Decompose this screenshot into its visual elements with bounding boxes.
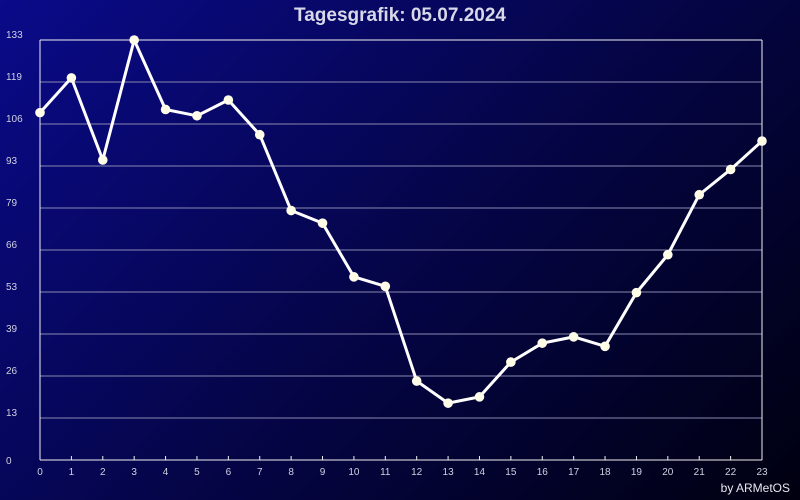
y-tick-label: 93 [6, 156, 18, 167]
data-point [66, 73, 77, 83]
x-tick-label: 19 [631, 467, 643, 478]
data-point [663, 249, 673, 260]
data-point [631, 287, 642, 298]
x-tick-label: 5 [194, 467, 200, 478]
x-tick-label: 0 [37, 467, 43, 478]
y-tick-labels: 0 13 26 39 53 66 79 93 106 119 133 [6, 30, 23, 467]
x-tick-label: 9 [320, 467, 326, 478]
y-tick-label: 13 [6, 408, 18, 419]
x-tick-label: 2 [100, 467, 106, 478]
y-tick-label: 79 [6, 198, 18, 209]
data-point [537, 338, 548, 348]
x-tick-label: 12 [411, 467, 423, 478]
series-line [38, 38, 764, 405]
x-tick-label: 13 [443, 467, 455, 478]
data-point [474, 392, 485, 402]
grid-lines [40, 81, 762, 419]
data-point [129, 35, 139, 45]
data-point [349, 272, 359, 282]
data-point [568, 332, 579, 342]
y-tick-label: 53 [6, 282, 18, 293]
x-tick-label: 8 [288, 467, 294, 478]
y-tick-label: 133 [6, 30, 23, 41]
data-point [725, 164, 736, 175]
y-tick-label: 66 [6, 240, 18, 251]
data-point [192, 110, 202, 121]
data-point [411, 376, 422, 386]
chart-title: Tagesgrafik: 05.07.2024 [294, 5, 506, 26]
x-tick-label: 18 [599, 467, 611, 478]
data-point [254, 129, 265, 140]
x-tick-label: 6 [226, 467, 232, 478]
data-point [694, 189, 705, 200]
x-tick-label: 11 [380, 467, 391, 478]
y-tick-label: 39 [6, 324, 18, 335]
x-tick-label: 1 [69, 467, 75, 478]
x-tick-label: 7 [257, 467, 263, 478]
x-tick-label: 14 [474, 467, 486, 478]
data-point [35, 107, 45, 118]
series-points [35, 35, 767, 408]
x-tick-label: 21 [694, 467, 706, 478]
data-point [506, 357, 516, 367]
x-tick-label: 15 [505, 467, 517, 478]
data-point [757, 136, 767, 146]
x-tick-label: 17 [568, 467, 580, 478]
footer-credit: by ARMetOS [720, 481, 790, 495]
data-point [600, 341, 610, 352]
data-point [160, 104, 171, 115]
series-line-path [38, 38, 764, 405]
y-tick-label: 119 [6, 72, 22, 83]
data-point [380, 281, 391, 292]
x-tick-label: 3 [131, 467, 137, 478]
data-point [223, 95, 234, 105]
x-tick-label: 23 [756, 467, 768, 478]
y-tick-label: 106 [6, 114, 23, 125]
y-tick-label: 26 [6, 366, 18, 377]
x-tick-label: 16 [537, 467, 549, 478]
x-tick-label: 20 [662, 467, 674, 478]
x-tick-label: 22 [725, 467, 737, 478]
data-point [286, 205, 296, 216]
x-tick-label: 10 [348, 467, 360, 478]
data-point [97, 155, 108, 165]
data-point [443, 398, 453, 408]
y-tick-label: 0 [6, 456, 12, 467]
x-tick-labels: 0 1 2 3 4 5 6 7 8 9 10 11 12 13 14 15 16 17 18 19 20 21 22 23 [37, 467, 768, 478]
x-tick-label: 4 [163, 467, 169, 478]
data-point [317, 218, 328, 228]
